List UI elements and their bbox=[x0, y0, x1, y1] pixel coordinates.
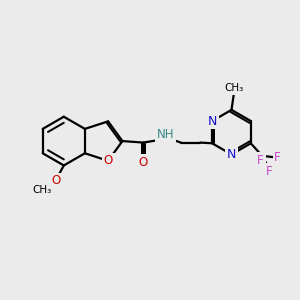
Text: O: O bbox=[52, 174, 61, 188]
Text: N: N bbox=[227, 148, 236, 161]
Text: CH₃: CH₃ bbox=[32, 185, 52, 195]
Text: F: F bbox=[266, 165, 272, 178]
Text: O: O bbox=[104, 154, 113, 167]
Text: O: O bbox=[139, 156, 148, 169]
Text: F: F bbox=[257, 154, 264, 167]
Text: N: N bbox=[208, 115, 217, 128]
Text: F: F bbox=[274, 151, 281, 164]
Text: NH: NH bbox=[157, 128, 174, 141]
Text: CH₃: CH₃ bbox=[224, 83, 244, 93]
